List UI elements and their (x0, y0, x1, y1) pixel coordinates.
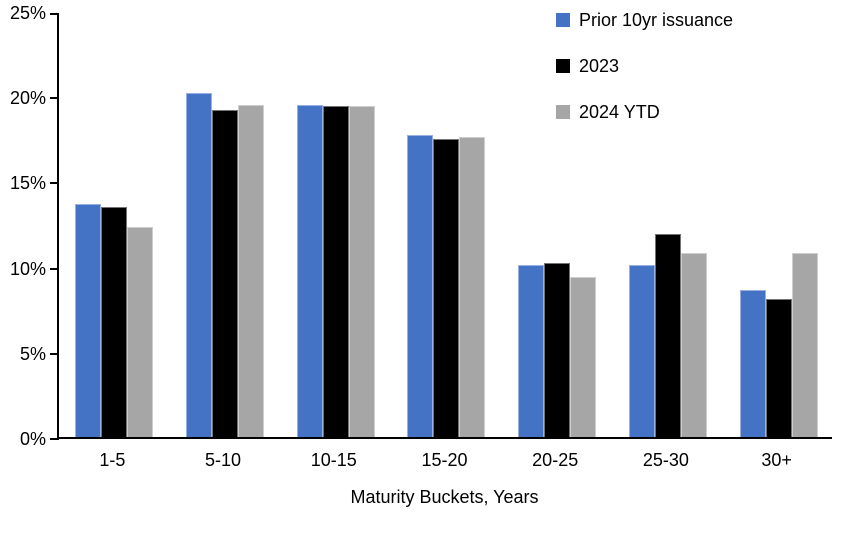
bar-2024-ytd-10-15 (348, 106, 375, 437)
bar-group-5-10 (170, 13, 281, 437)
x-axis-labels: 1-5 5-10 10-15 15-20 20-25 25-30 30+ (57, 450, 832, 473)
bar-2023-5-10 (212, 109, 239, 437)
bar-prior-10yr-issuance-15-20 (407, 135, 434, 437)
y-axis-tick (50, 13, 59, 15)
bar-group-30+ (723, 13, 834, 437)
x-axis-tick-label: 1-5 (99, 450, 126, 470)
bar-group-10-15 (280, 13, 391, 437)
legend-label: 2023 (579, 56, 620, 76)
x-axis-tick-label: 20-25 (532, 450, 579, 470)
legend-label: Prior 10yr issuance (579, 10, 734, 30)
x-axis-tick-label: 25-30 (642, 450, 689, 470)
y-axis-tick (50, 267, 59, 270)
legend-swatch-icon (556, 105, 570, 119)
legend-swatch-icon (556, 13, 570, 27)
bar-prior-10yr-issuance-1-5 (75, 203, 102, 437)
bar-group-1-5 (59, 13, 170, 437)
x-axis-title: Maturity Buckets, Years (350, 487, 539, 507)
y-axis-tick-label: 25% (9, 3, 46, 23)
bar-2024-ytd-20-25 (570, 276, 597, 437)
bar-group-15-20 (391, 13, 502, 437)
bar-group-20-25 (502, 13, 613, 437)
y-axis-tick (50, 438, 59, 440)
bar-2023-15-20 (433, 138, 460, 437)
legend-item-prior-10yr-issuance: Prior 10yr issuance (556, 10, 733, 30)
bar-2024-ytd-5-10 (238, 104, 265, 437)
plot-area: 0% 5% 10% 15% 20% 25% (10, 4, 834, 448)
bar-2024-ytd-15-20 (459, 137, 486, 437)
legend-label: 2024 YTD (579, 102, 660, 122)
legend: Prior 10yr issuance 2023 2024 YTD (556, 10, 733, 148)
bar-2024-ytd-30+ (791, 252, 818, 437)
x-axis-tick-label: 15-20 (421, 450, 468, 470)
x-axis-tick-label: 30+ (761, 450, 792, 470)
bar-2023-1-5 (101, 206, 128, 437)
bar-2023-25-30 (654, 234, 681, 437)
bar-2023-10-15 (322, 106, 349, 437)
legend-swatch-icon (556, 59, 570, 73)
y-axis-tick-label: 15% (9, 173, 46, 194)
y-axis-tick-label: 0% (19, 429, 46, 449)
y-axis-tick (50, 97, 59, 100)
x-axis-tick-label: 5-10 (205, 450, 242, 470)
bar-2024-ytd-25-30 (680, 252, 707, 437)
bar-prior-10yr-issuance-20-25 (518, 264, 545, 437)
y-axis-tick (50, 182, 59, 185)
bar-prior-10yr-issuance-5-10 (186, 92, 213, 437)
bar-prior-10yr-issuance-30+ (739, 290, 766, 437)
bar-prior-10yr-issuance-10-15 (296, 104, 323, 437)
bar-2023-30+ (765, 298, 792, 437)
bar-prior-10yr-issuance-25-30 (628, 264, 655, 437)
y-axis-tick-label: 5% (19, 343, 46, 364)
y-axis-tick (50, 352, 59, 355)
x-axis-tick-label: 10-15 (310, 450, 357, 470)
legend-item-2023: 2023 (556, 56, 733, 76)
bar-2024-ytd-1-5 (127, 227, 154, 437)
bar-group-25-30 (613, 13, 724, 437)
y-axis-tick-label: 10% (9, 258, 46, 279)
legend-item-2024-ytd: 2024 YTD (556, 102, 733, 122)
y-axis-tick-label: 20% (9, 88, 46, 109)
bar-2023-20-25 (544, 263, 571, 437)
